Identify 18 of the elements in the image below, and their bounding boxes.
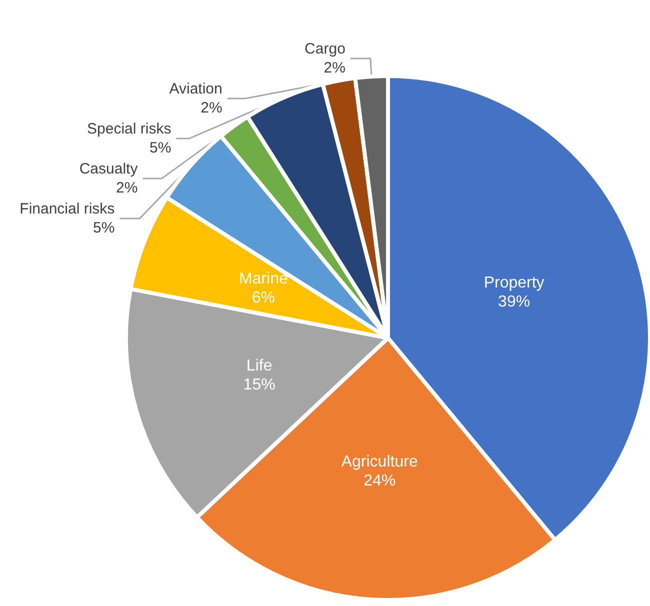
slice-label: Marine <box>238 270 288 288</box>
slice-label: Aviation <box>169 80 222 98</box>
slice-label: Cargo <box>304 40 346 58</box>
data-label: 2% <box>324 60 346 77</box>
data-label: 2% <box>116 180 138 197</box>
data-label: 5% <box>92 220 115 237</box>
slice-label: Property <box>484 274 544 292</box>
data-label: 6% <box>252 290 275 307</box>
data-label: 15% <box>243 376 276 394</box>
slice-label: Agriculture <box>341 454 418 471</box>
slice-label: Life <box>246 357 272 374</box>
data-label: 24% <box>364 472 396 490</box>
slice-label: Special risks <box>87 120 172 138</box>
slice-label: Financial risks <box>20 200 115 218</box>
data-label: 2% <box>200 100 222 117</box>
data-label: 5% <box>150 140 172 157</box>
data-label: 39% <box>498 294 530 311</box>
slice-label: Casualty <box>79 160 138 178</box>
